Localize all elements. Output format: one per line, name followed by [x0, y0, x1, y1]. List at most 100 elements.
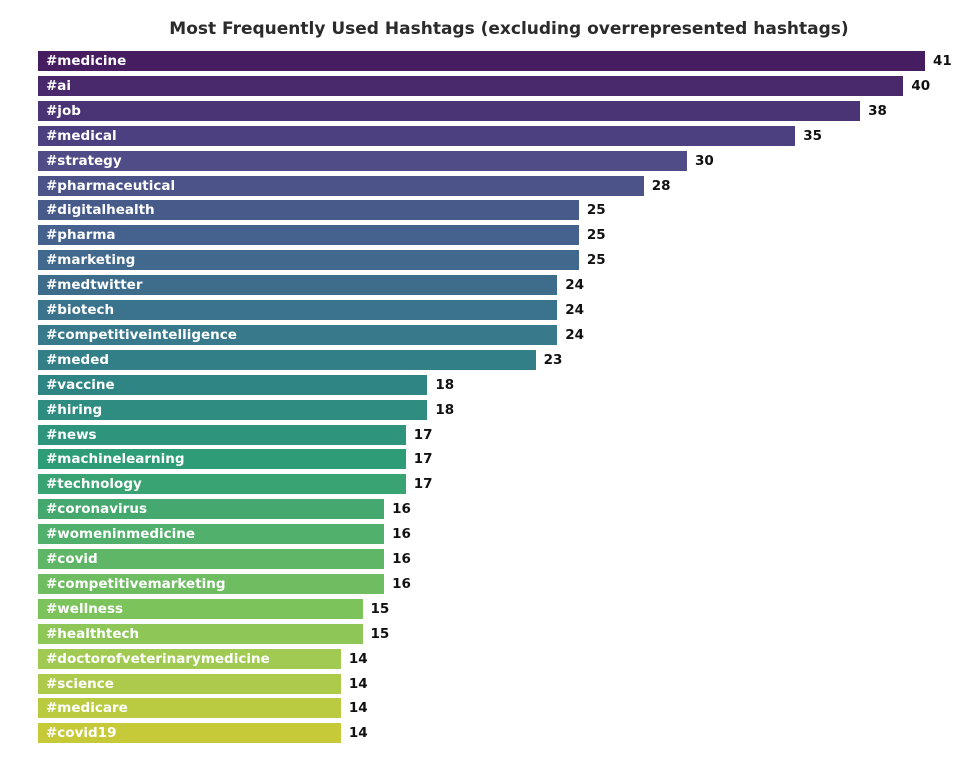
hashtag-bar: #ai [38, 75, 904, 96]
bar-row: #pharma 25 [38, 225, 978, 246]
hashtag-bar: #vaccine [38, 374, 428, 395]
bar-row: #doctorofveterinarymedicine 14 [38, 648, 978, 669]
hashtag-bar: #covid [38, 549, 385, 569]
bar-value-label: 16 [392, 501, 411, 518]
bar-row: #marketing 25 [38, 250, 978, 271]
hashtag-bar: #wellness [38, 598, 363, 619]
bar-row: #covid 16 [38, 549, 978, 569]
bar-row: #technology 17 [38, 474, 978, 495]
bar-row: #meded 23 [38, 349, 978, 370]
hashtag-bar: #meded [38, 349, 536, 370]
hashtag-label: #medical [46, 127, 117, 144]
hashtag-label: #competitivemarketing [46, 575, 226, 592]
bar-row: #covid19 14 [38, 723, 978, 744]
bar-value-label: 24 [565, 302, 584, 318]
hashtag-bar: #job [38, 100, 861, 121]
hashtag-label: #ai [46, 77, 72, 94]
hashtag-label: #meded [46, 351, 110, 368]
bar-row: #womeninmedicine 16 [38, 524, 978, 545]
bar-value-label: 23 [543, 351, 563, 368]
bar-row: #machinelearning 17 [38, 449, 978, 470]
hashtag-label: #news [46, 426, 97, 443]
bar-value-label: 17 [413, 476, 433, 493]
chart-title: Most Frequently Used Hashtags (excluding… [169, 19, 849, 39]
hashtag-label: #doctorofveterinarymedicine [46, 650, 270, 667]
hashtag-label: #covid [46, 551, 98, 567]
hashtag-bar: #biotech [38, 300, 558, 320]
hashtag-bar: #medicine [38, 51, 925, 71]
hashtag-bar: #competitivemarketing [38, 573, 385, 594]
bar-value-label: 35 [803, 127, 822, 144]
bar-value-label: 16 [392, 575, 411, 592]
hashtag-label: #biotech [46, 302, 115, 318]
bar-row: #digitalhealth 25 [38, 200, 978, 221]
bar-value-label: 38 [868, 102, 887, 119]
hashtag-label: #hiring [46, 401, 103, 418]
bar-value-label: 16 [392, 551, 411, 567]
hashtag-label: #competitiveintelligence [46, 326, 237, 343]
hashtag-label: #marketing [46, 252, 136, 269]
hashtag-label: #medicine [46, 53, 127, 69]
bar-row: #news 17 [38, 424, 978, 445]
bar-row: #coronavirus 16 [38, 499, 978, 520]
bar-row: #medical 35 [38, 125, 978, 146]
bar-row: #healthtech 15 [38, 623, 978, 644]
bar-row: #pharmaceutical 28 [38, 175, 978, 196]
bar-value-label: 15 [370, 600, 390, 617]
bar-row: #strategy 30 [38, 150, 978, 171]
hashtag-bar: #medical [38, 125, 796, 146]
hashtag-label: #womeninmedicine [46, 526, 196, 543]
bar-value-label: 15 [370, 625, 390, 642]
hashtag-label: #digitalhealth [46, 202, 155, 219]
hashtag-label: #machinelearning [46, 451, 185, 468]
hashtag-label: #pharma [46, 227, 116, 244]
hashtag-label: #medicare [46, 700, 128, 717]
bar-row: #biotech 24 [38, 300, 978, 320]
hashtag-bar: #marketing [38, 250, 579, 271]
hashtag-bar: #science [38, 673, 341, 694]
bar-value-label: 25 [586, 252, 606, 269]
hashtag-bar: #news [38, 424, 406, 445]
bar-row: #job 38 [38, 100, 978, 121]
bar-value-label: 25 [586, 202, 606, 219]
hashtag-bar: #healthtech [38, 623, 363, 644]
bar-value-label: 41 [932, 53, 952, 69]
hashtag-label: #covid19 [46, 725, 117, 742]
bar-row: #wellness 15 [38, 598, 978, 619]
hashtag-bar: #pharma [38, 225, 579, 246]
hashtag-bar: #pharmaceutical [38, 175, 644, 196]
hashtag-label: #strategy [46, 152, 122, 169]
bar-value-label: 16 [392, 526, 411, 543]
hashtag-label: #job [46, 102, 81, 119]
bar-row: #competitivemarketing 16 [38, 573, 978, 594]
hashtag-bar: #medtwitter [38, 275, 558, 296]
bar-row: #ai 40 [38, 75, 978, 96]
hashtag-label: #coronavirus [46, 501, 147, 518]
bar-row: #competitiveintelligence 24 [38, 324, 978, 345]
bar-value-label: 14 [348, 700, 368, 717]
hashtag-label: #technology [46, 476, 142, 493]
hashtag-bar: #digitalhealth [38, 200, 579, 221]
hashtag-bar: #hiring [38, 399, 428, 420]
bar-row: #hiring 18 [38, 399, 978, 420]
bar-row: #vaccine 18 [38, 374, 978, 395]
hashtag-bar: #machinelearning [38, 449, 406, 470]
hashtag-bar: #medicare [38, 698, 341, 719]
hashtag-label: #vaccine [46, 376, 115, 393]
hashtag-bar: #strategy [38, 150, 688, 171]
bar-value-label: 30 [695, 152, 714, 169]
bar-row: #medtwitter 24 [38, 275, 978, 296]
bar-value-label: 14 [348, 650, 368, 667]
hashtag-label: #medtwitter [46, 277, 143, 294]
hashtag-label: #science [46, 675, 114, 692]
bar-row: #science 14 [38, 673, 978, 694]
hashtag-bar: #doctorofveterinarymedicine [38, 648, 341, 669]
hashtag-bar: #womeninmedicine [38, 524, 385, 545]
hashtag-bar: #coronavirus [38, 499, 385, 520]
bar-value-label: 40 [911, 77, 931, 94]
bar-value-label: 17 [413, 451, 433, 468]
bar-value-label: 14 [348, 725, 368, 742]
bar-row: #medicine 41 [38, 51, 978, 71]
bar-value-label: 18 [435, 401, 455, 418]
